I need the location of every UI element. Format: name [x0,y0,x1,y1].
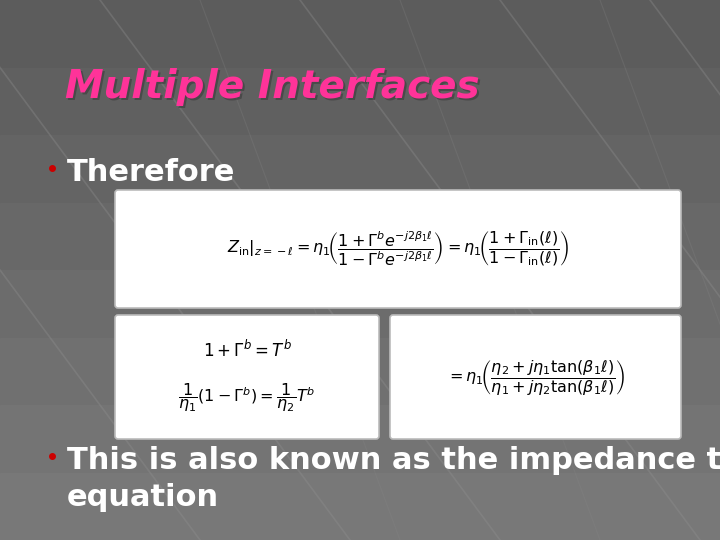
FancyBboxPatch shape [115,190,681,308]
Text: equation: equation [67,483,219,512]
Text: Multiple Interfaces: Multiple Interfaces [67,70,482,108]
Text: Multiple Interfaces: Multiple Interfaces [65,68,480,106]
Text: $1 + \Gamma^b = T^b$: $1 + \Gamma^b = T^b$ [202,340,292,361]
Bar [0,202,720,270]
Bar [0,405,720,472]
Bar [0,270,720,338]
Bar [0,472,720,540]
Text: $= \eta_1\!\left(\dfrac{\eta_2 + j\eta_1\tan(\beta_1\ell)}{\eta_1 + j\eta_2\tan(: $= \eta_1\!\left(\dfrac{\eta_2 + j\eta_1… [446,357,625,396]
FancyBboxPatch shape [115,315,379,439]
Bar [0,68,720,135]
Bar [0,0,720,68]
Text: Therefore: Therefore [67,158,235,187]
Text: $\dfrac{1}{\eta_1}(1 - \Gamma^b) = \dfrac{1}{\eta_2}T^b$: $\dfrac{1}{\eta_1}(1 - \Gamma^b) = \dfra… [179,381,316,415]
Text: This is also known as the impedance transfer: This is also known as the impedance tran… [67,446,720,475]
Bar [0,135,720,202]
Text: $Z_{\mathrm{in}}|_{z=-\ell} = \eta_1\!\left(\dfrac{1 + \Gamma^b e^{-j2\beta_1 \e: $Z_{\mathrm{in}}|_{z=-\ell} = \eta_1\!\l… [227,230,570,268]
Bar [0,338,720,405]
FancyBboxPatch shape [390,315,681,439]
